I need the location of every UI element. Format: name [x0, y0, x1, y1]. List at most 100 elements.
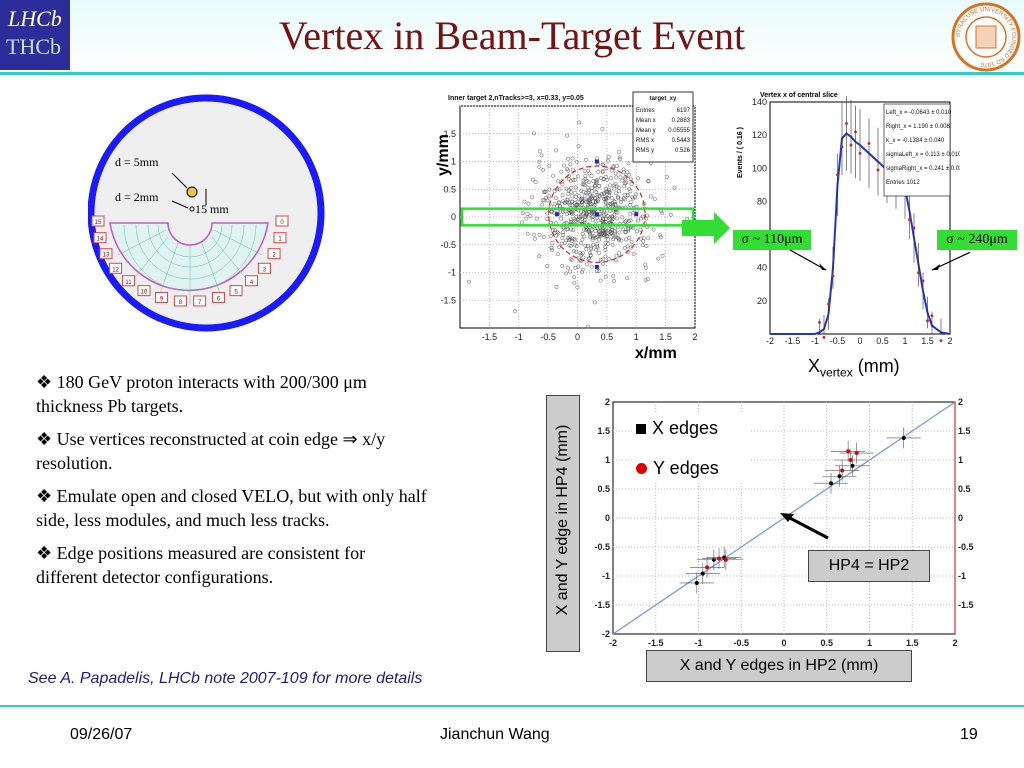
data-point [618, 199, 623, 204]
data-point [569, 203, 574, 208]
footer-divider [0, 705, 1024, 707]
data-point [831, 274, 835, 278]
stats-box [883, 103, 951, 197]
data-point [611, 203, 615, 208]
data-point [539, 153, 544, 158]
data-point [617, 236, 621, 241]
data-point [595, 241, 600, 246]
data-point [603, 197, 608, 202]
module-number: 9 [160, 296, 164, 302]
data-point [570, 167, 575, 172]
data-point [876, 168, 880, 172]
module-box [109, 262, 123, 274]
data-point [585, 243, 590, 248]
data-point [604, 186, 608, 191]
lhcb-logo-top: LHCb [8, 6, 62, 31]
data-point [582, 183, 587, 188]
data-point [599, 232, 604, 237]
data-point [930, 314, 934, 318]
module-box [211, 291, 225, 303]
data-point [562, 200, 567, 205]
data-point [587, 180, 591, 185]
data-point [611, 237, 616, 242]
y-tick-label: -0.5 [440, 240, 456, 250]
data-point [569, 239, 574, 243]
data-point [543, 189, 548, 194]
diamond-bullet-icon: ❖ [36, 486, 57, 506]
data-point [580, 182, 585, 187]
data-point [467, 279, 471, 284]
data-point [570, 156, 575, 161]
data-point [639, 236, 644, 241]
data-point [588, 250, 593, 255]
data-point [587, 210, 592, 214]
data-point [585, 324, 590, 329]
data-point [584, 157, 588, 162]
central-slice-box [460, 207, 695, 227]
data-point [610, 228, 615, 232]
data-point [617, 230, 622, 235]
data-point [535, 216, 539, 221]
data-point [608, 232, 613, 237]
plot-title: Vertex x of central slice [760, 92, 838, 99]
y-tick-label: -2 [602, 629, 610, 639]
stats-box [632, 91, 694, 163]
data-point [537, 232, 542, 237]
data-point [638, 227, 643, 232]
data-point [589, 173, 594, 178]
right-tick-label: 2 [958, 397, 963, 407]
data-point [621, 196, 626, 201]
data-point [538, 149, 542, 154]
module-number: 12 [112, 267, 119, 273]
data-point [626, 228, 631, 233]
x-tick-label: -1 [811, 336, 819, 346]
bullet-item: ❖ Emulate open and closed VELO, but with… [36, 484, 431, 532]
hp-ylabel-box: X and Y edge in HP4 (mm) [546, 395, 580, 652]
data-point [566, 168, 571, 173]
data-point [858, 151, 862, 155]
module-number: 6 [217, 296, 221, 302]
data-point [593, 196, 598, 201]
data-point [610, 196, 614, 201]
data-point [571, 228, 576, 233]
data-point [603, 228, 608, 233]
data-point [643, 278, 648, 282]
data-point [700, 571, 705, 576]
data-point [573, 190, 577, 195]
module-box [245, 275, 259, 287]
y-tick-label: -1.5 [594, 600, 610, 610]
stats-title: target_xy [650, 96, 677, 102]
data-point [594, 215, 599, 220]
data-point [633, 195, 637, 200]
stats-value: 6197 [677, 108, 691, 114]
fit-curve [770, 132, 951, 335]
data-point [836, 173, 839, 177]
data-point [591, 209, 596, 214]
data-point [540, 202, 545, 207]
data-point [723, 557, 728, 562]
bullet-item: ❖ Edge positions measured are consistent… [36, 541, 431, 589]
data-point [513, 309, 517, 314]
data-point [598, 257, 603, 262]
module-box [257, 262, 271, 274]
data-point [596, 169, 601, 174]
lhcb-logo-bottom: THCb [6, 34, 61, 59]
data-point [549, 248, 554, 253]
data-point [621, 167, 626, 172]
data-point [617, 251, 622, 256]
data-point [566, 238, 571, 243]
sensor-strips [117, 224, 263, 305]
data-point [583, 213, 588, 217]
legend-y-edges: Y edges [636, 458, 719, 479]
y-tick-label: -1 [448, 268, 456, 278]
data-point [579, 241, 584, 246]
data-point [603, 220, 608, 225]
data-point [564, 212, 569, 216]
data-point [605, 241, 610, 246]
sigma-right-label: σ ~ 240μm [937, 230, 1017, 250]
right-tick-label: -1.5 [958, 600, 974, 610]
target-2mm-icon [189, 206, 195, 212]
data-point [926, 319, 929, 323]
right-tick-label: -1 [958, 571, 966, 581]
data-point [584, 247, 589, 252]
